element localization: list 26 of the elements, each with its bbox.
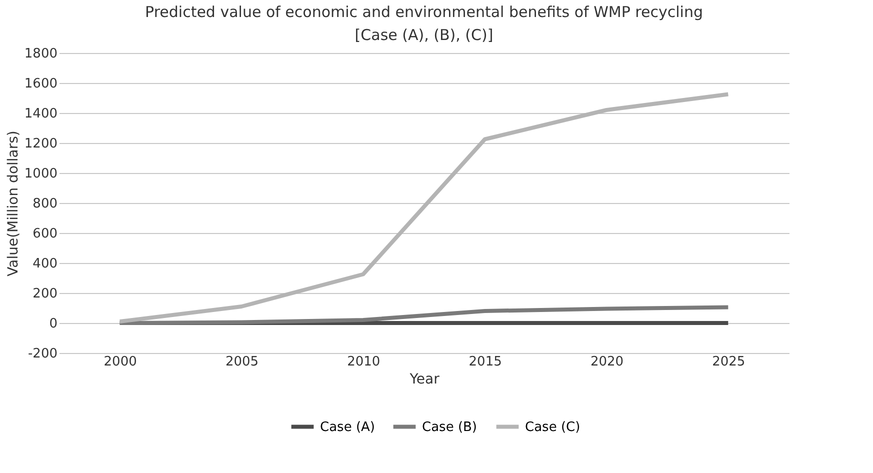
y-tick-label: 1000 bbox=[24, 166, 58, 182]
y-axis-title: Value(Million dollars) bbox=[5, 130, 22, 276]
chart-subtitle: [Case (A), (B), (C)] bbox=[354, 26, 494, 44]
x-tick-label: 2020 bbox=[590, 354, 624, 370]
x-tick-label: 2010 bbox=[347, 354, 380, 370]
y-tick-label: 400 bbox=[32, 256, 58, 272]
x-tick-label: 2005 bbox=[225, 354, 259, 370]
x-tick-label: 2025 bbox=[712, 354, 746, 370]
legend-label: Case (A) bbox=[320, 420, 375, 435]
y-tick-label: 0 bbox=[49, 316, 58, 332]
x-tick-label: 2000 bbox=[104, 354, 137, 370]
line-series bbox=[118, 92, 730, 324]
legend-label: Case (C) bbox=[525, 420, 580, 435]
chart-title: Predicted value of economic and environmental benefits of WMP recycling bbox=[145, 3, 703, 21]
x-axis-title: Year bbox=[408, 372, 440, 388]
y-tick-label: -200 bbox=[28, 346, 58, 362]
x-tick-label: 2015 bbox=[468, 354, 502, 370]
y-tick-label: 1400 bbox=[24, 106, 58, 122]
y-tick-label: 800 bbox=[32, 196, 58, 212]
legend-label: Case (B) bbox=[422, 420, 478, 435]
y-tick-label: 600 bbox=[32, 226, 58, 242]
y-tick-label: 1800 bbox=[24, 46, 58, 62]
line-series bbox=[118, 305, 730, 325]
y-tick-label: 1600 bbox=[24, 76, 58, 92]
y-tick-label: 200 bbox=[32, 286, 58, 302]
y-tick-label: 1200 bbox=[24, 136, 58, 152]
